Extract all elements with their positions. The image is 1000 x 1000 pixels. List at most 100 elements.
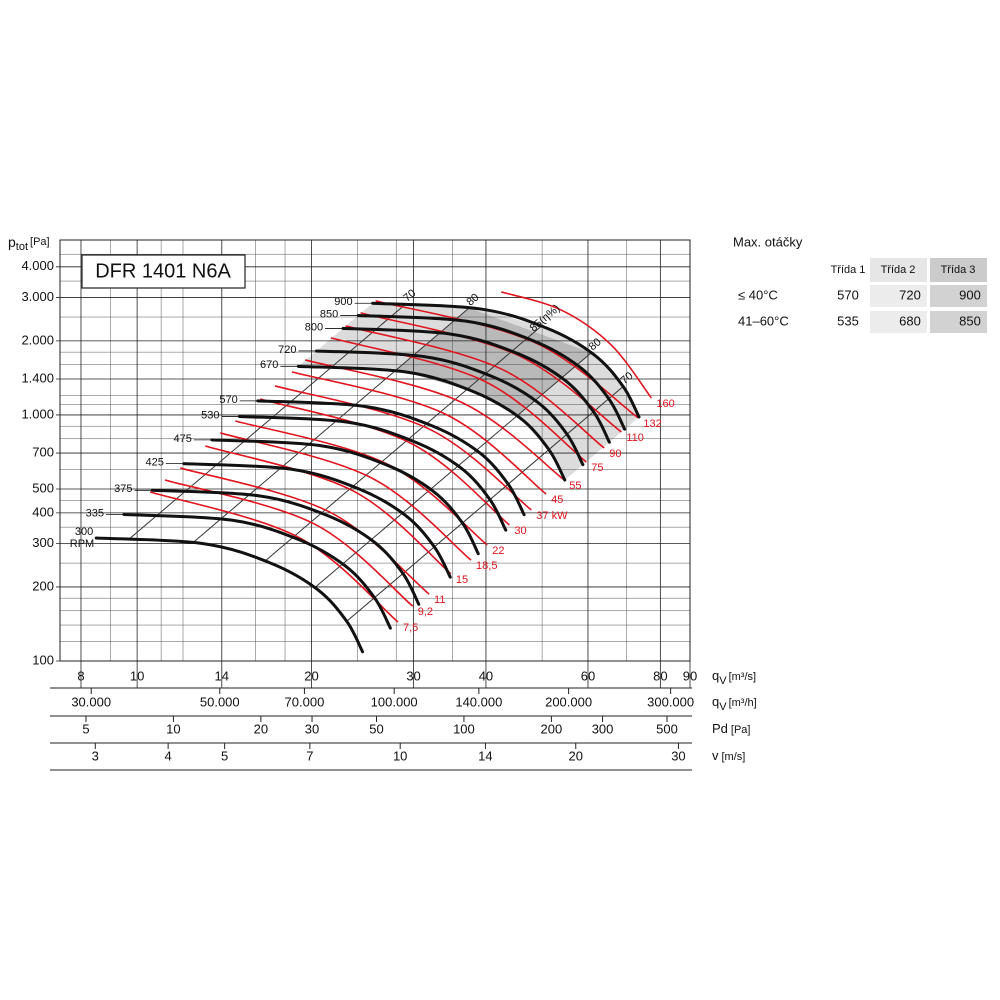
rpm-curve bbox=[151, 488, 421, 606]
tick-label: 14 bbox=[478, 748, 492, 763]
y-tick-label: 3.000 bbox=[21, 289, 54, 304]
table-value: 900 bbox=[959, 287, 981, 302]
table-value: 850 bbox=[959, 313, 981, 328]
table-header: Třída 1 bbox=[831, 264, 866, 276]
rpm-label: 425 bbox=[145, 457, 163, 469]
y-axis-label: ptot [Pa] bbox=[8, 234, 50, 253]
axis-symbol: q bbox=[712, 694, 719, 709]
text-layer: DFR 1401 N6A ptot [Pa] 100200300400500700… bbox=[8, 234, 757, 764]
rpm-curve bbox=[371, 301, 641, 419]
table-value: 680 bbox=[899, 313, 921, 328]
x-tick-label: 10 bbox=[130, 668, 144, 683]
power-label: 9,2 bbox=[418, 606, 433, 618]
efficiency-line bbox=[192, 307, 470, 544]
power-curve bbox=[291, 371, 547, 495]
power-label: 55 bbox=[569, 480, 581, 492]
rpm-label: 375 bbox=[114, 483, 132, 495]
tick-label: 300.000 bbox=[647, 694, 694, 709]
chart-title: DFR 1401 N6A bbox=[95, 260, 231, 282]
table-cell bbox=[930, 285, 987, 307]
table-value: 720 bbox=[899, 287, 921, 302]
axis-label: Pd [Pa] bbox=[712, 721, 750, 736]
tick-label: 30 bbox=[671, 748, 685, 763]
tick-label: 5 bbox=[221, 748, 228, 763]
rpm-label: 570 bbox=[219, 394, 237, 406]
tick-label: 30.000 bbox=[71, 694, 111, 709]
y-tick-label: 1.000 bbox=[21, 406, 54, 421]
rpm-label: 335 bbox=[86, 507, 104, 519]
tick-label: 200 bbox=[541, 721, 563, 736]
efficiency-line bbox=[129, 303, 407, 540]
axis-symbol: Pd bbox=[712, 721, 728, 736]
axis-sub: V bbox=[719, 701, 727, 713]
table-header: Třída 2 bbox=[881, 264, 916, 276]
axis-unit: [m³/s] bbox=[729, 671, 757, 683]
x-tick-label: 60 bbox=[581, 668, 595, 683]
x-tick-label: 14 bbox=[215, 668, 229, 683]
table-title: Max. otáčky bbox=[733, 234, 803, 249]
y-tick-label: 700 bbox=[32, 444, 54, 459]
x-tick-label: 90 bbox=[683, 668, 697, 683]
power-label: 18,5 bbox=[476, 560, 497, 572]
tick-label: 50 bbox=[369, 721, 383, 736]
tick-label: 140.000 bbox=[455, 694, 502, 709]
plot-frame bbox=[59, 239, 691, 662]
power-label: 45 bbox=[551, 494, 563, 506]
rpm-curve bbox=[256, 399, 526, 517]
table-value: 535 bbox=[837, 313, 859, 328]
axis-symbol: q bbox=[712, 668, 719, 683]
power-curve bbox=[180, 467, 430, 595]
table-cell bbox=[870, 285, 927, 307]
y-tick-label: 100 bbox=[32, 652, 54, 667]
rpm-label: 720 bbox=[278, 344, 296, 356]
power-curve bbox=[259, 398, 510, 526]
rpm-curve bbox=[315, 349, 585, 467]
rpm-curve bbox=[122, 512, 392, 630]
rpm-curve bbox=[237, 414, 508, 532]
power-curve bbox=[164, 479, 414, 607]
table-cell bbox=[930, 258, 987, 282]
y-tick-label: 2.000 bbox=[21, 332, 54, 347]
tick-label: 20 bbox=[569, 748, 583, 763]
power-label: 90 bbox=[609, 448, 621, 460]
x-tick-label: 80 bbox=[653, 668, 667, 683]
tick-label: 100 bbox=[453, 721, 475, 736]
power-curve bbox=[205, 445, 452, 575]
power-label: 11 bbox=[434, 594, 445, 606]
tick-label: 500 bbox=[656, 721, 678, 736]
tick-label: 30 bbox=[305, 721, 319, 736]
power-label: 132 bbox=[643, 418, 661, 430]
power-label: 110 bbox=[626, 432, 644, 444]
power-label: 7,5 bbox=[403, 622, 418, 634]
rpm-curve bbox=[356, 313, 627, 431]
table-cell bbox=[930, 311, 987, 333]
power-curve bbox=[330, 337, 587, 463]
x-tick-label: 40 bbox=[479, 668, 493, 683]
rpm-label: 670 bbox=[260, 359, 278, 371]
y-axis-unit: [Pa] bbox=[30, 236, 50, 248]
x-tick-label: 20 bbox=[304, 668, 318, 683]
table-value: 570 bbox=[837, 287, 859, 302]
axis-unit: [m/s] bbox=[722, 751, 746, 763]
x-tick-label: 8 bbox=[77, 668, 84, 683]
tick-label: 10 bbox=[166, 721, 180, 736]
rpm-curve bbox=[341, 326, 611, 444]
axis-label: v [m/s] bbox=[712, 748, 745, 763]
rpm-label: 530 bbox=[201, 409, 219, 421]
axis-sub: V bbox=[719, 675, 727, 687]
y-axis-symbol: p bbox=[8, 234, 16, 250]
power-label: 75 bbox=[591, 462, 603, 474]
table-cell bbox=[870, 311, 927, 333]
curve-layer bbox=[94, 291, 653, 654]
rpm-label: 800 bbox=[305, 321, 323, 333]
efficiency-line bbox=[346, 386, 624, 622]
rpm-label: 475 bbox=[174, 433, 192, 445]
tick-label: 200.000 bbox=[545, 694, 592, 709]
power-label: 15 bbox=[456, 574, 468, 586]
y-tick-label: 400 bbox=[32, 504, 54, 519]
rpm-unit: RPM bbox=[70, 538, 94, 550]
axis-label: qV [m³/h] bbox=[712, 694, 757, 712]
